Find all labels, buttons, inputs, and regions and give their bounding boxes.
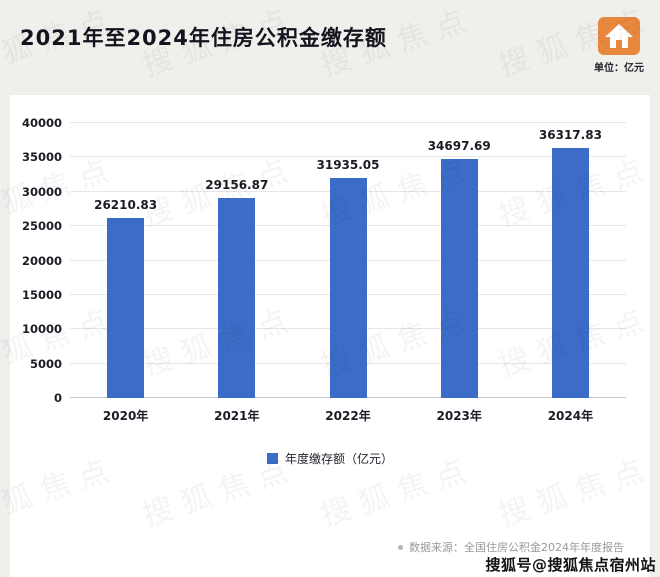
- x-tick-label: 2024年: [547, 409, 594, 423]
- legend-label: 年度缴存额（亿元）: [284, 452, 393, 466]
- source-text: 数据来源：全国住房公积金2024年年度报告: [409, 541, 624, 554]
- bar: [440, 159, 478, 398]
- plot-wrap: 26210.83 29156.87 31935.05 34697.69 36317.83…: [70, 122, 626, 424]
- y-tick-label: 5000: [29, 356, 62, 371]
- bar-column: 29156.87: [181, 123, 292, 398]
- site-watermark: 搜狐号@搜狐焦点宿州站: [485, 556, 656, 574]
- bars: 26210.83 29156.87 31935.05 34697.69 36317.83: [70, 123, 626, 398]
- unit-block: 单位：亿元: [594, 16, 644, 74]
- chart-card: 0 5000 10000 15000 20000 25000 30000 35000 40000…: [10, 95, 650, 577]
- x-axis-labels: 2020年 2021年 2022年 2023年 2024年: [70, 407, 626, 424]
- bar: [329, 178, 367, 398]
- data-source: 数据来源：全国住房公积金2024年年度报告: [398, 539, 624, 555]
- bar: [551, 148, 589, 398]
- bar-column: 36317.83: [515, 123, 626, 398]
- y-tick-label: 20000: [21, 253, 62, 268]
- bar: [107, 217, 145, 398]
- bar-chart: 0 5000 10000 15000 20000 25000 30000 35000 40000…: [22, 116, 626, 424]
- bar: [218, 197, 256, 398]
- bar-value-label: 29156.87: [205, 177, 269, 192]
- y-tick-label: 10000: [21, 322, 62, 337]
- bar-value-label: 36317.83: [538, 128, 602, 143]
- y-tick-label: 0: [53, 391, 62, 405]
- gridline: [70, 156, 626, 158]
- gridline: [70, 122, 626, 123]
- bar-column: 26210.83: [70, 123, 181, 398]
- y-tick-label: 30000: [21, 184, 62, 199]
- x-tick-label: 2023年: [436, 409, 482, 423]
- house-icon: [598, 17, 640, 55]
- y-tick-label: 15000: [21, 287, 62, 302]
- plot-area: 26210.83 29156.87 31935.05 34697.69 36317.83: [70, 122, 626, 398]
- legend: 年度缴存额（亿元）: [10, 450, 650, 467]
- bar-column: 31935.05: [292, 123, 403, 398]
- bar-column: 34697.69: [404, 123, 515, 398]
- x-tick-label: 2022年: [325, 409, 371, 423]
- unit-label: 单位：亿元: [594, 63, 644, 74]
- bar-value-label: 31935.05: [316, 158, 380, 173]
- legend-swatch: [266, 453, 278, 464]
- y-axis: 0 5000 10000 15000 20000 25000 30000 35000 40000: [22, 116, 70, 405]
- x-tick-label: 2020年: [102, 409, 149, 423]
- x-tick-label: 2021年: [214, 409, 260, 423]
- page-title: 2021年至2024年住房公积金缴存额: [20, 26, 387, 50]
- y-tick-label: 35000: [21, 150, 62, 165]
- bar-value-label: 34697.69: [427, 139, 491, 154]
- y-tick-label: 40000: [21, 116, 62, 130]
- y-tick-label: 25000: [21, 219, 62, 234]
- bar-value-label: 26210.83: [94, 197, 158, 212]
- header: 2021年至2024年住房公积金缴存额 单位：亿元: [0, 0, 660, 95]
- source-bullet-icon: [398, 544, 403, 550]
